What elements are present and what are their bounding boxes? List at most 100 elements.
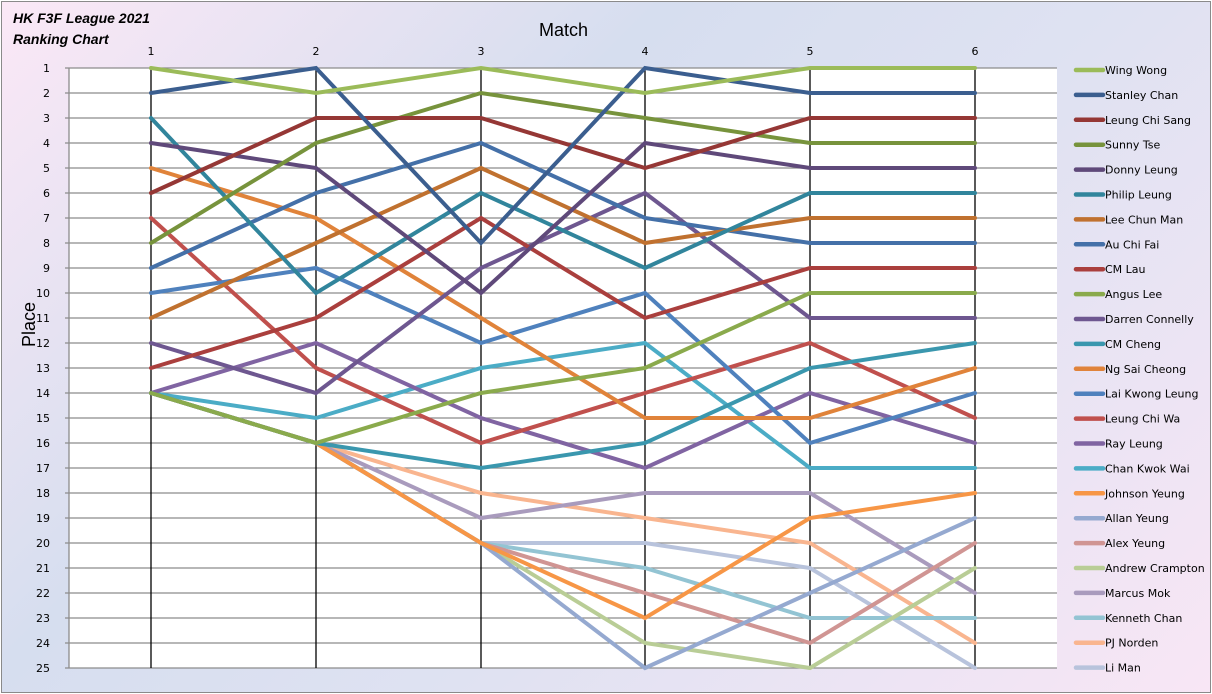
legend-label: Andrew Crampton (1105, 562, 1205, 575)
chart-title: HK F3F League 2021 Ranking Chart (13, 10, 150, 47)
y-tick-label: 18 (36, 487, 50, 500)
legend-item: Ng Sai Cheong (1073, 363, 1186, 376)
legend-label: Ng Sai Cheong (1105, 363, 1186, 376)
y-axis-ticks: 1234567891011121314151617181920212223242… (36, 62, 50, 675)
series-line (149, 165, 977, 320)
legend-label: Kenneth Chan (1105, 612, 1182, 625)
legend-item: Allan Yeung (1073, 512, 1169, 525)
x-axis-ticks: 1 2 3 4 5 6 (148, 45, 979, 58)
series-line (149, 65, 977, 246)
y-tick-label: 13 (36, 362, 50, 375)
legend-label: Lai Kwong Leung (1105, 388, 1198, 401)
y-tick-label: 10 (36, 287, 50, 300)
legend-item: Lee Chun Man (1073, 213, 1183, 226)
legend-item: Alex Yeung (1073, 537, 1165, 550)
series-line (149, 166, 977, 420)
legend-item: Angus Lee (1073, 288, 1162, 301)
y-tick-label: 25 (36, 662, 50, 675)
legend-item: Sunny Tse (1073, 139, 1161, 152)
y-tick-label: 4 (43, 137, 50, 150)
x-tick-label: 4 (642, 45, 649, 58)
legend-item: CM Cheng (1073, 338, 1161, 351)
legend-item: Donny Leung (1073, 164, 1178, 177)
legend-label: Alex Yeung (1105, 537, 1165, 550)
legend-item: Johnson Yeung (1073, 487, 1185, 500)
series-lines (149, 65, 977, 671)
y-tick-label: 17 (36, 462, 50, 475)
legend-label: Chan Kwok Wai (1105, 462, 1190, 475)
legend-label: Marcus Mok (1105, 587, 1171, 600)
legend-label: Angus Lee (1105, 288, 1162, 301)
legend-label: PJ Norden (1105, 637, 1158, 650)
legend-label: Sunny Tse (1105, 139, 1161, 152)
y-tick-label: 24 (36, 637, 50, 650)
x-tick-label: 1 (148, 45, 155, 58)
legend-item: Marcus Mok (1073, 587, 1171, 600)
legend-label: Stanley Chan (1105, 89, 1178, 102)
x-tick-label: 3 (478, 45, 485, 58)
legend-label: CM Cheng (1105, 338, 1161, 351)
legend-item: Leung Chi Sang (1073, 114, 1191, 127)
series-line (149, 215, 977, 370)
series-line (149, 116, 977, 195)
legend-item: Stanley Chan (1073, 89, 1178, 102)
y-tick-label: 15 (36, 412, 50, 425)
legend-label: Donny Leung (1105, 164, 1178, 177)
legend-label: Allan Yeung (1105, 512, 1169, 525)
series-line (149, 340, 977, 470)
legend-item: Li Man (1073, 662, 1141, 675)
x-tick-label: 5 (807, 45, 814, 58)
y-tick-label: 8 (43, 237, 50, 250)
y-tick-label: 20 (36, 537, 50, 550)
legend-item: Kenneth Chan (1073, 612, 1182, 625)
legend-label: Ray Leung (1105, 438, 1163, 451)
series-line (149, 90, 977, 245)
y-tick-label: 21 (36, 562, 50, 575)
series-line (149, 116, 977, 296)
y-tick-label: 2 (43, 87, 50, 100)
legend-label: Lee Chun Man (1105, 213, 1183, 226)
legend-item: Philip Leung (1073, 189, 1172, 202)
y-tick-label: 1 (43, 62, 50, 75)
legend-item: Leung Chi Wa (1073, 413, 1180, 426)
legend-item: Chan Kwok Wai (1073, 462, 1190, 475)
legend: Wing Wong Stanley Chan Leung Chi Sang Sunny… (1073, 64, 1205, 675)
y-tick-label: 14 (36, 387, 50, 400)
legend-item: PJ Norden (1073, 637, 1158, 650)
y-tick-label: 23 (36, 612, 50, 625)
legend-label: Li Man (1105, 662, 1141, 675)
legend-label: Au Chi Fai (1105, 238, 1159, 251)
legend-label: Leung Chi Wa (1105, 413, 1180, 426)
legend-item: Ray Leung (1073, 438, 1163, 451)
series-line (149, 291, 977, 446)
y-tick-label: 22 (36, 587, 50, 600)
series-line (149, 65, 977, 96)
legend-item: Lai Kwong Leung (1073, 388, 1198, 401)
y-tick-label: 11 (36, 312, 50, 325)
series-line (149, 140, 977, 270)
y-tick-label: 16 (36, 437, 50, 450)
series-line (149, 340, 977, 471)
series-line (149, 140, 977, 296)
legend-item: CM Lau (1073, 263, 1146, 276)
series-line (149, 265, 977, 446)
x-tick-label: 2 (313, 45, 320, 58)
x-tick-label: 6 (972, 45, 979, 58)
legend-label: CM Lau (1105, 263, 1146, 276)
x-axis-title: Match (539, 20, 589, 40)
y-tick-label: 12 (36, 337, 50, 350)
legend-label: Johnson Yeung (1104, 487, 1185, 500)
y-tick-label: 6 (43, 187, 50, 200)
legend-label: Darren Connelly (1105, 313, 1194, 326)
legend-item: Au Chi Fai (1073, 238, 1159, 251)
legend-label: Leung Chi Sang (1105, 114, 1191, 127)
y-tick-label: 3 (43, 112, 50, 125)
y-tick-label: 9 (43, 262, 50, 275)
legend-item: Wing Wong (1073, 64, 1167, 77)
legend-label: Wing Wong (1105, 64, 1167, 77)
series-line (149, 216, 977, 446)
y-tick-label: 19 (36, 512, 50, 525)
y-tick-label: 5 (43, 162, 50, 175)
y-tick-label: 7 (43, 212, 50, 225)
legend-label: Philip Leung (1105, 189, 1172, 202)
